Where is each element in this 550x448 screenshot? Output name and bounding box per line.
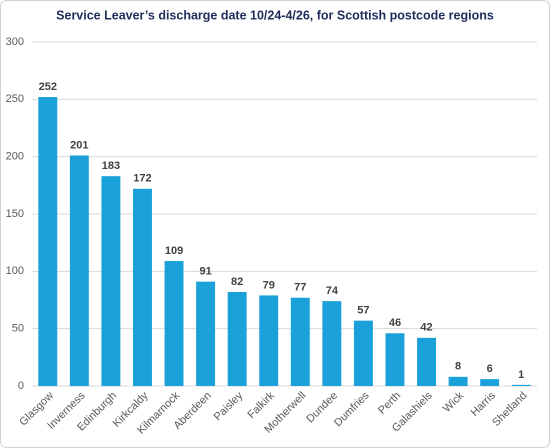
bar <box>290 297 310 386</box>
value-label: 183 <box>102 160 120 172</box>
chart-title: Service Leaver’s discharge date 10/24-4/… <box>56 8 494 22</box>
value-label: 8 <box>455 361 461 373</box>
bar <box>133 188 152 386</box>
bar <box>259 295 279 386</box>
value-label: 1 <box>518 369 524 381</box>
value-label: 57 <box>357 305 369 317</box>
value-label: 74 <box>326 285 339 297</box>
bar <box>385 333 405 386</box>
value-label: 6 <box>487 363 493 375</box>
y-tick-label: 50 <box>12 323 24 335</box>
y-tick-label: 250 <box>6 93 24 105</box>
value-label: 46 <box>389 317 401 329</box>
value-label: 77 <box>294 282 306 294</box>
bar <box>511 384 531 386</box>
y-tick-label: 200 <box>6 151 24 163</box>
bar <box>448 376 468 386</box>
y-tick-label: 300 <box>6 36 24 48</box>
bar <box>353 320 373 386</box>
bar <box>69 155 89 386</box>
bar <box>480 379 500 386</box>
value-label: 91 <box>199 266 211 278</box>
value-label: 201 <box>70 139 88 151</box>
value-label: 82 <box>231 276 243 288</box>
value-label: 172 <box>133 173 151 185</box>
bar <box>196 281 216 386</box>
bar <box>322 301 342 386</box>
value-label: 79 <box>263 279 275 291</box>
bar <box>38 97 58 386</box>
value-label: 252 <box>39 81 57 93</box>
value-label: 109 <box>165 245 183 257</box>
bar <box>227 291 247 386</box>
bar <box>101 176 121 386</box>
y-tick-label: 150 <box>6 208 24 220</box>
value-label: 42 <box>420 322 432 334</box>
y-tick-label: 100 <box>6 265 24 277</box>
y-tick-label: 0 <box>18 380 24 392</box>
bar <box>164 261 184 386</box>
bar <box>417 337 436 386</box>
